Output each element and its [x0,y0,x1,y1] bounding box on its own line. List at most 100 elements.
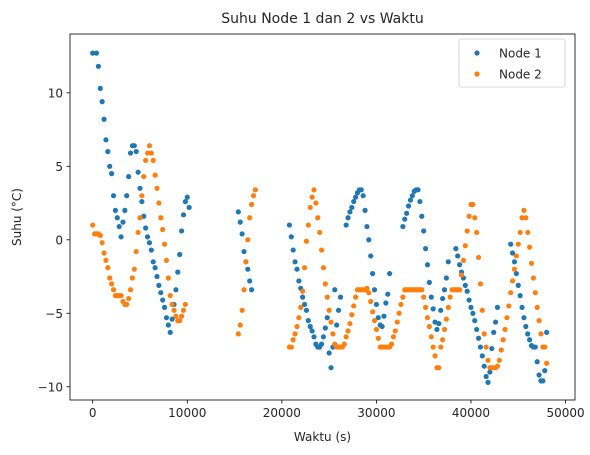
data-point [300,294,306,300]
data-point [182,198,188,205]
data-point [432,353,438,359]
data-point [544,360,550,366]
data-point [381,313,387,319]
data-point [133,248,139,255]
data-point [443,316,449,322]
data-point [422,246,429,252]
data-point [519,215,525,221]
data-point [538,331,544,337]
y-tick-label: 10 [48,86,63,100]
data-point [351,198,357,205]
data-point [124,193,130,199]
data-point [337,294,344,300]
data-point [135,169,141,175]
data-point [485,357,491,363]
data-point [464,288,470,294]
data-point [110,287,117,293]
data-point [398,301,404,308]
data-point [322,325,328,331]
data-point [470,201,476,208]
data-point [122,207,128,213]
data-point [298,304,304,310]
data-point [178,228,185,234]
data-point [135,229,141,236]
data-point [252,187,258,193]
data-point [527,337,533,343]
data-point [133,148,139,155]
data-point [487,369,493,375]
data-point [421,294,427,300]
data-point [301,265,308,271]
data-point [424,315,431,321]
data-point [90,222,96,228]
data-point [180,307,187,313]
data-point [250,193,257,199]
data-point [509,278,516,284]
data-point [146,240,153,246]
data-point [366,237,372,243]
data-point [126,295,132,302]
data-point [447,294,453,300]
data-point [290,247,296,253]
data-point [436,365,442,371]
data-point [245,237,251,243]
data-point [286,222,293,228]
data-point [472,215,478,221]
data-point [235,331,241,337]
x-tick-label: 20000 [263,406,301,420]
data-point [477,281,484,287]
data-point [173,313,179,319]
x-tick-label: 30000 [357,406,395,420]
data-point [440,295,446,302]
data-point [124,301,130,308]
data-point [542,368,548,374]
data-point [396,310,402,316]
data-point [105,148,111,155]
data-point [527,244,533,250]
data-point [296,315,302,321]
data-point [474,229,480,236]
data-point [317,229,323,236]
data-point [144,234,151,240]
data-point [97,85,103,91]
data-point [146,143,153,149]
data-point [182,301,188,308]
data-point [171,307,177,313]
axis-ticks: 0 10000 20000 30000 40000 50000 −10 −5 0 5 10 [38,86,585,420]
data-point [324,315,330,321]
data-point [494,304,501,310]
data-point [143,157,149,164]
data-point [239,231,245,237]
data-point [95,63,101,69]
data-point [479,353,485,359]
data-point [152,172,158,178]
data-point [158,290,164,296]
data-point [156,200,162,206]
data-point [468,304,474,310]
data-point [318,341,325,347]
data-point [186,204,192,211]
y-axis-label: Suhu (°C) [10,188,24,246]
data-point [311,334,317,340]
data-point [445,259,451,265]
data-point [383,300,389,306]
data-point [362,207,368,213]
data-point [141,173,147,180]
data-point [351,303,357,309]
legend-box [458,38,566,88]
data-point [525,229,531,236]
data-point [131,143,137,149]
data-point [292,259,298,265]
data-point [116,223,122,230]
data-point [114,215,120,221]
data-point [358,187,364,193]
data-point [511,259,518,265]
data-point [345,215,351,221]
data-point [370,270,376,277]
data-point [424,262,431,268]
data-point [148,150,154,156]
data-point [364,285,370,291]
data-point [405,203,412,209]
data-point [178,313,185,319]
